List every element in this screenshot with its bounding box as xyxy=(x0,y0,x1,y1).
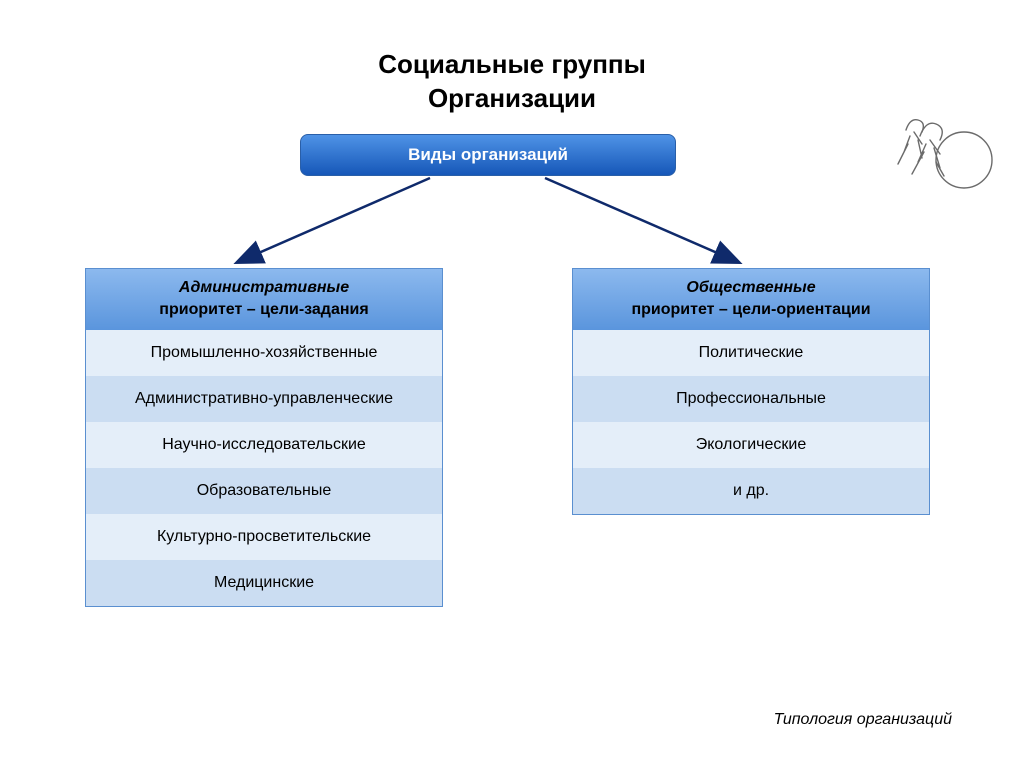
list-item: Профессиональные xyxy=(573,376,929,422)
illustration-icon xyxy=(886,96,996,192)
list-item: Политические xyxy=(573,330,929,376)
branch-header-left-line2: приоритет – цели-задания xyxy=(90,299,438,321)
branch-header-right-line1: Общественные xyxy=(577,277,925,299)
list-item: Научно-исследовательские xyxy=(86,422,442,468)
list-item: Культурно-просветительские xyxy=(86,514,442,560)
list-item: Образовательные xyxy=(86,468,442,514)
branch-header-right-line2: приоритет – цели-ориентации xyxy=(577,299,925,321)
footer-caption: Типология организаций xyxy=(774,711,952,729)
arrow-right xyxy=(545,178,738,262)
branch-header-left: Административные приоритет – цели-задани… xyxy=(86,269,442,330)
branch-header-right: Общественные приоритет – цели-ориентации xyxy=(573,269,929,330)
list-item: Административно-управленческие xyxy=(86,376,442,422)
arrow-left xyxy=(238,178,430,262)
list-item: и др. xyxy=(573,468,929,514)
list-item: Экологические xyxy=(573,422,929,468)
branch-header-left-line1: Административные xyxy=(90,277,438,299)
root-label: Виды организаций xyxy=(408,145,568,165)
list-item: Промышленно-хозяйственные xyxy=(86,330,442,376)
branch-administrative: Административные приоритет – цели-задани… xyxy=(85,268,443,607)
title-block: Социальные группы Организации xyxy=(0,0,1024,116)
root-node: Виды организаций xyxy=(300,134,676,176)
title-line-2: Организации xyxy=(0,82,1024,116)
title-line-1: Социальные группы xyxy=(0,48,1024,82)
branch-public: Общественные приоритет – цели-ориентации… xyxy=(572,268,930,515)
list-item: Медицинские xyxy=(86,560,442,606)
